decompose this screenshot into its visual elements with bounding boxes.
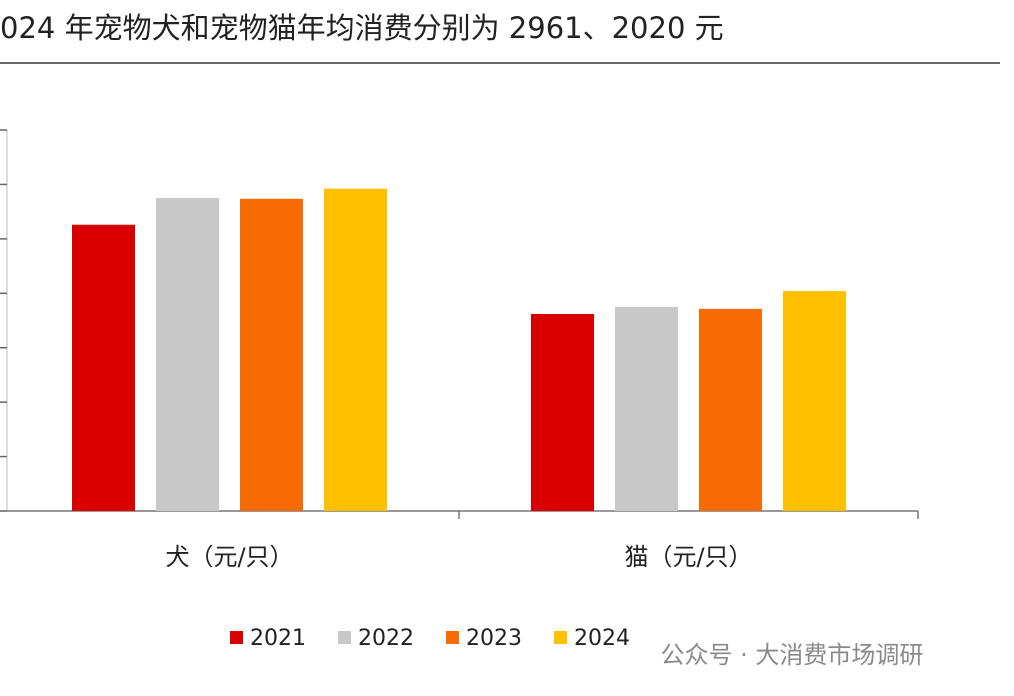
chart-title: 024 年宠物犬和宠物猫年均消费分别为 2961、2020 元 bbox=[0, 11, 724, 45]
bar bbox=[240, 198, 303, 511]
x-tick-label: 犬（元/只） bbox=[165, 543, 293, 571]
legend-swatch bbox=[446, 631, 459, 644]
legend-label: 2022 bbox=[358, 626, 414, 651]
bar bbox=[783, 291, 846, 511]
bar bbox=[156, 198, 219, 512]
legend-label: 2021 bbox=[250, 626, 306, 651]
legend-swatch bbox=[338, 631, 351, 644]
bar bbox=[324, 188, 387, 511]
bar bbox=[72, 224, 135, 511]
legend-label: 2024 bbox=[574, 626, 630, 651]
legend-swatch bbox=[554, 631, 567, 644]
watermark: 公众号 · 大消费市场调研 bbox=[661, 641, 924, 669]
x-tick-label: 猫（元/只） bbox=[624, 543, 752, 571]
bar bbox=[615, 306, 678, 511]
bar bbox=[699, 308, 762, 511]
bar bbox=[531, 313, 594, 511]
legend-swatch bbox=[230, 631, 243, 644]
legend-label: 2023 bbox=[466, 626, 522, 651]
